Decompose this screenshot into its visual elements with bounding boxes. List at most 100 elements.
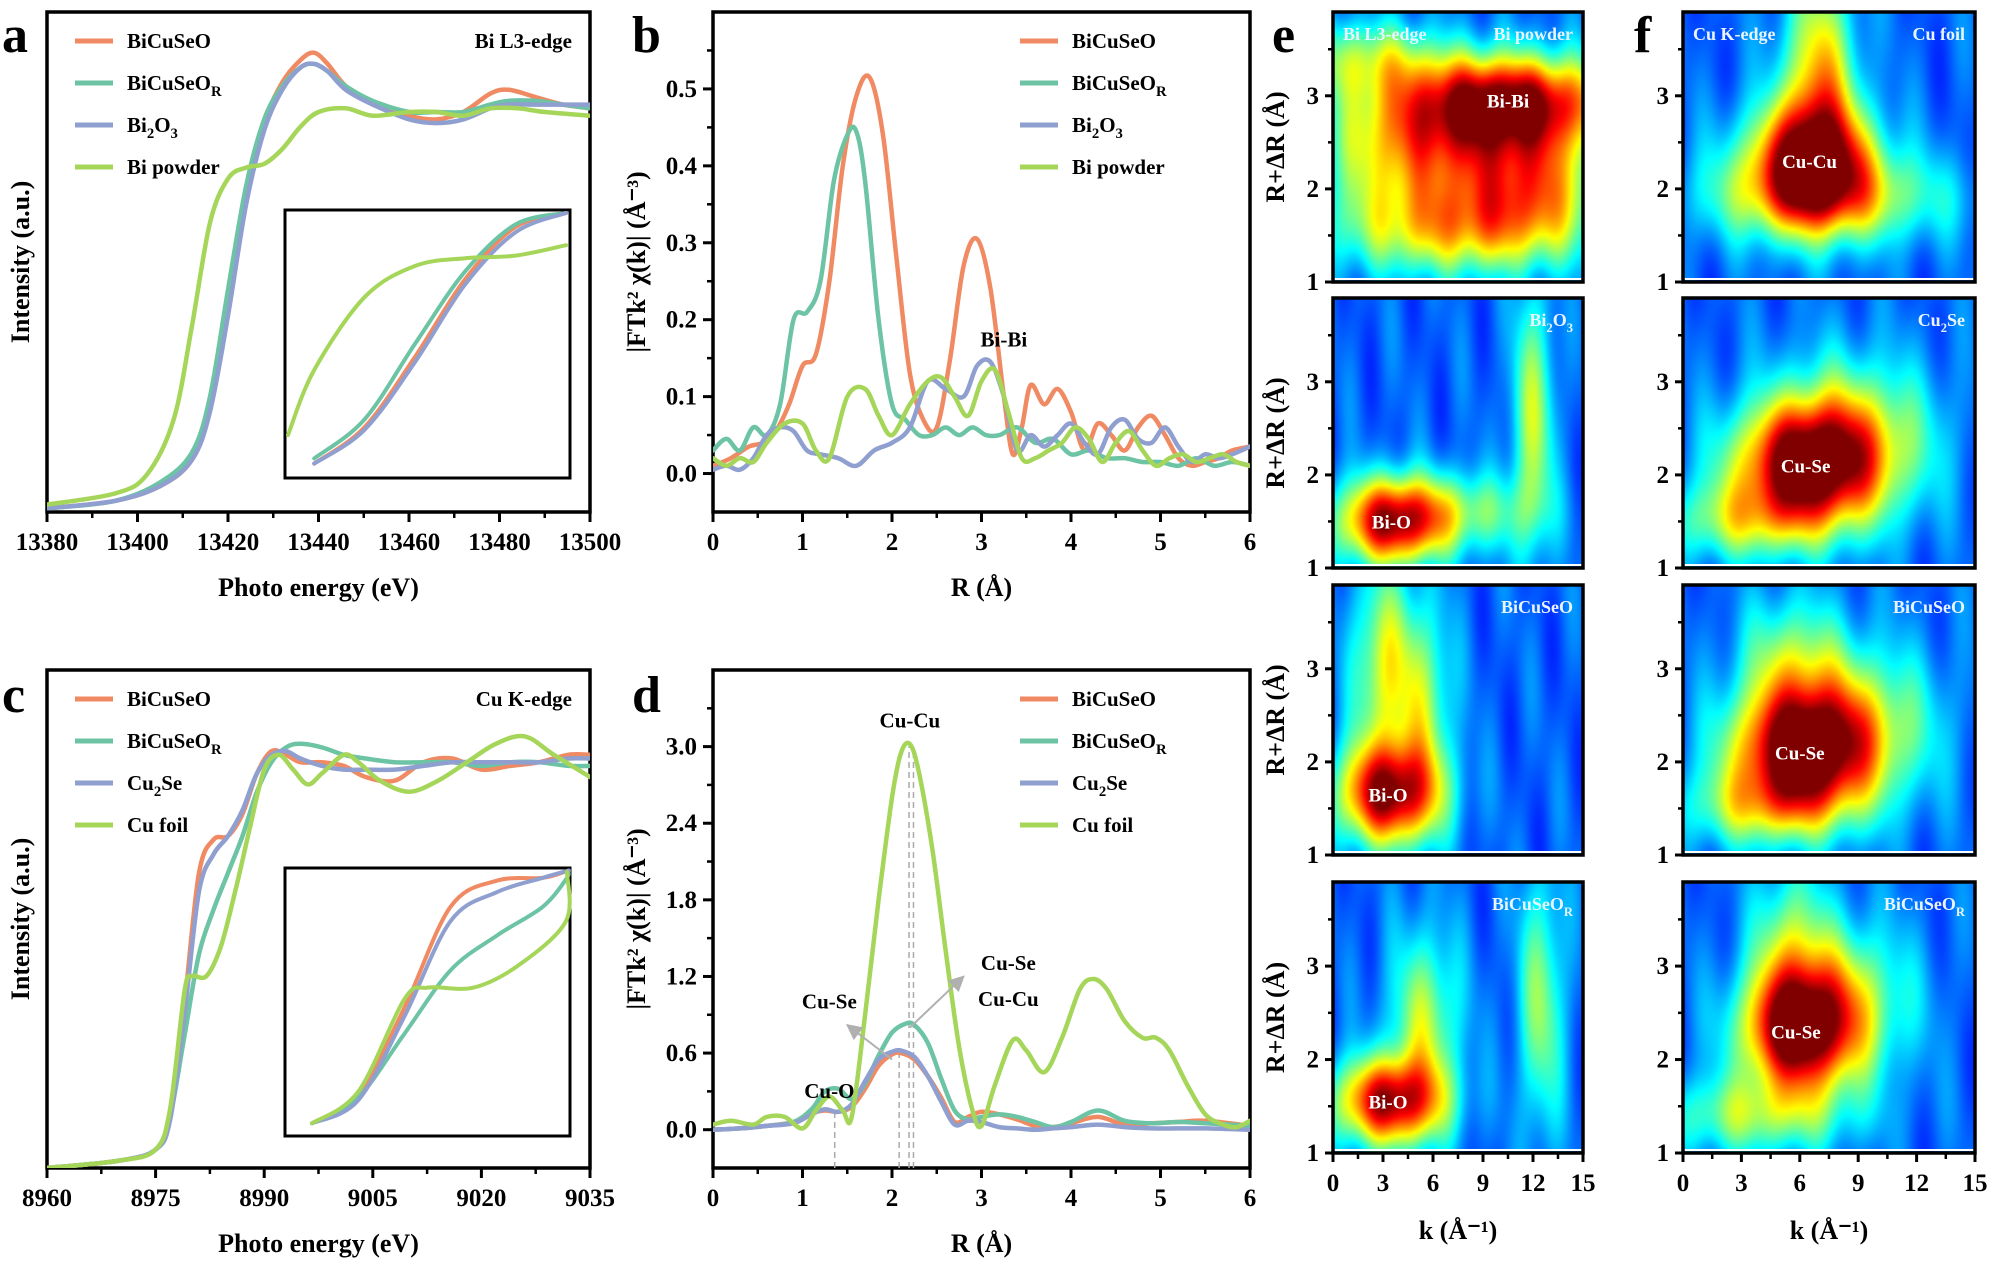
wavelet-map: 1 2 3 R+ΔR (Å) Bi-Bi Bi powder Bi L3-edge <box>1261 10 1585 296</box>
x-tick-label: 2 <box>886 1185 899 1212</box>
sample-label: Cu2Se <box>1918 310 1965 335</box>
panel-a: a 13380 13400 13420 13440 13460 13480 13500 Phot… <box>2 7 621 602</box>
heatmap-image <box>1683 882 1975 1153</box>
series-line-BiCuSeO_R <box>713 1020 1250 1132</box>
x-tick-label: 8960 <box>22 1185 72 1212</box>
label-text: Cu foil <box>1912 24 1965 44</box>
annotation-arrow <box>845 1024 893 1061</box>
x-tick-label: 1 <box>796 1185 809 1212</box>
panel-letter: e <box>1272 7 1295 64</box>
x-tick-label: 0 <box>707 1185 720 1212</box>
wavelet-map: 1 2 3 Cu-Se BiCuSeOR <box>1657 880 1977 1167</box>
x-tick-label: 0 <box>1677 1170 1690 1197</box>
x-tick-label: 4 <box>1065 1185 1078 1212</box>
panel-letter: f <box>1634 7 1652 64</box>
label-text: Cu <box>1918 310 1941 330</box>
map-frame <box>1331 10 1585 284</box>
y-axis-label: R+ΔR (Å) <box>1261 377 1290 488</box>
y-tick-label: 3.0 <box>666 734 697 761</box>
y-tick-label: 3 <box>1307 656 1320 683</box>
y-tick-label: 1 <box>1307 555 1320 582</box>
panel-d: d 0 1 2 3 4 5 6 0.0 0.6 1.2 1.8 2.4 3.0 R (Å) |FTk² χ(k… <box>622 667 1256 1258</box>
x-tick-label: 13400 <box>106 529 169 556</box>
y-tick-label: 1 <box>1657 842 1670 869</box>
x-axis-label: R (Å) <box>951 573 1012 602</box>
y-tick-label: 1.2 <box>666 963 697 990</box>
series-line-metal <box>47 105 590 507</box>
series-line-ref_oxide <box>713 357 1250 473</box>
subscript: R <box>1956 905 1966 919</box>
sample-label: BiCuSeOR <box>1492 894 1574 919</box>
sample-label: BiCuSeOR <box>1884 894 1966 919</box>
label-text: Bi powder <box>127 155 220 179</box>
map-frame <box>1681 10 1977 284</box>
legend-label: BiCuSeOR <box>127 71 222 100</box>
plot-frame <box>711 10 1252 514</box>
series-line-metal <box>713 366 1250 469</box>
y-tick-label: 1 <box>1657 555 1670 582</box>
x-tick-label: 3 <box>1377 1170 1390 1197</box>
y-tick-label: 3 <box>1657 953 1670 980</box>
legend-label: Cu foil <box>127 813 188 837</box>
heatmap-image <box>1333 882 1583 1153</box>
legend-label: Cu foil <box>1072 813 1133 837</box>
annotation-arrow <box>909 975 965 1029</box>
subscript: R <box>1156 742 1167 758</box>
x-tick-label: 9020 <box>456 1185 506 1212</box>
series-group <box>47 733 590 1168</box>
x-tick-label: 12 <box>1904 1170 1929 1197</box>
y-tick-label: 2 <box>1307 176 1320 203</box>
y-tick-label: 1 <box>1307 1140 1320 1167</box>
series-line-ref_oxide <box>47 748 590 1168</box>
x-axis-label: R (Å) <box>951 1229 1012 1258</box>
y-axis-label: |FTk² χ(k)| (Å⁻³) <box>622 828 651 1009</box>
x-tick-label: 5 <box>1154 529 1167 556</box>
legend-label: Bi powder <box>127 155 220 179</box>
x-tick-label: 9 <box>1852 1170 1865 1197</box>
peak-annotation: Cu-Se <box>802 989 857 1013</box>
series-line-BiCuSeO <box>713 73 1250 469</box>
x-tick-label: 15 <box>1963 1170 1988 1197</box>
label-text: O <box>1553 310 1567 330</box>
x-tick-label: 4 <box>1065 529 1078 556</box>
label-text: Se <box>1106 771 1127 795</box>
y-tick-label: 2 <box>1307 749 1320 776</box>
y-tick-label: 3 <box>1657 369 1670 396</box>
subscript: R <box>1156 84 1167 100</box>
label-text: BiCuSeO <box>1893 597 1965 617</box>
series-line-metal <box>713 740 1250 1131</box>
heatmap-image <box>1683 585 1975 855</box>
legend-label: BiCuSeOR <box>1072 71 1167 100</box>
x-tick-label: 1 <box>796 529 809 556</box>
heatmap-image <box>1683 12 1975 282</box>
x-tick-label: 3 <box>975 1185 988 1212</box>
x-axis-label: Photo energy (eV) <box>218 573 419 602</box>
y-tick-label: 3 <box>1657 656 1670 683</box>
series-line-ref_oxide <box>713 1047 1250 1132</box>
y-tick-label: 2.4 <box>666 810 698 837</box>
wavelet-map: 1 2 3 Cu-Se BiCuSeO <box>1657 583 1977 869</box>
x-tick-label: 8990 <box>239 1185 289 1212</box>
x-tick-label: 0 <box>1327 1170 1340 1197</box>
label-text: BiCuSeO <box>127 71 211 95</box>
y-axis-label: R+ΔR (Å) <box>1261 962 1290 1073</box>
label-text: Cu <box>127 771 154 795</box>
x-tick-label: 5 <box>1154 1185 1167 1212</box>
peak-label: Bi-Bi <box>1487 91 1529 112</box>
subscript: 2 <box>154 784 161 800</box>
x-tick-label: 9005 <box>348 1185 398 1212</box>
subscript: R <box>211 742 222 758</box>
x-tick-label: 12 <box>1521 1170 1546 1197</box>
sample-label: Cu foil <box>1912 24 1965 44</box>
label-text: Cu <box>1072 771 1099 795</box>
label-text: BiCuSeO <box>1884 894 1956 914</box>
y-tick-label: 0.0 <box>666 461 697 488</box>
subscript: 3 <box>1116 126 1123 142</box>
series-line-BiCuSeO_R <box>713 124 1250 469</box>
heatmap-image <box>1333 298 1583 568</box>
peak-annotation: Cu-Se <box>981 951 1036 975</box>
legend-label: BiCuSeOR <box>127 729 222 758</box>
